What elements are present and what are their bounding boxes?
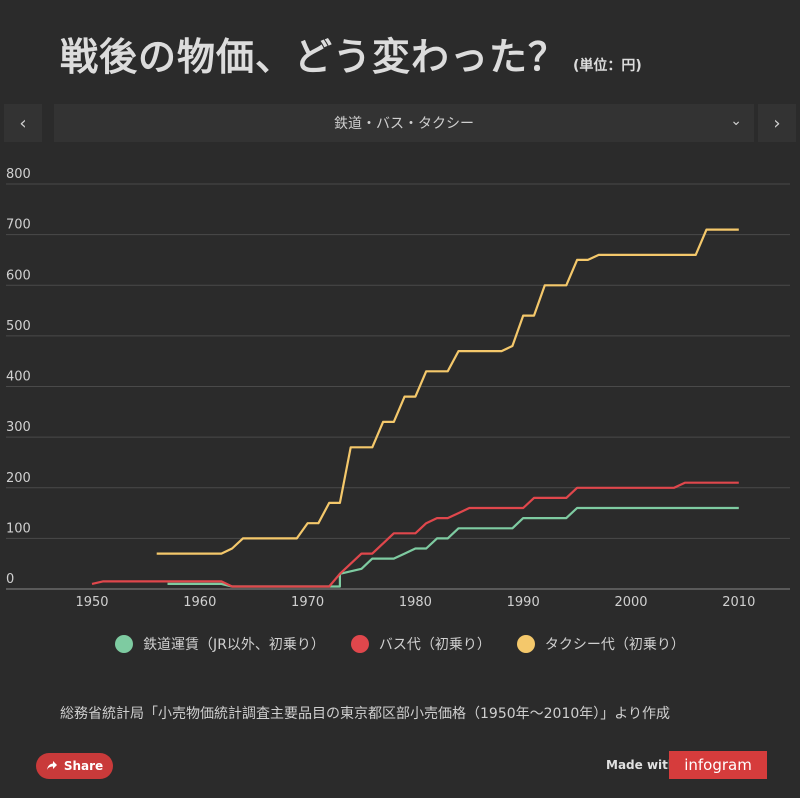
selected-category-label: 鉄道・バス・タクシー xyxy=(334,116,474,132)
y-tick-label: 300 xyxy=(6,420,31,435)
x-tick-label: 1970 xyxy=(291,595,324,610)
prev-chevron-icon[interactable]: ‹ xyxy=(4,104,42,142)
y-tick-label: 0 xyxy=(6,572,14,587)
next-chevron-icon[interactable]: › xyxy=(758,104,796,142)
chart-legend: 鉄道運賃（JR以外、初乗り） バス代（初乗り） タクシー代（初乗り） xyxy=(0,634,800,654)
series-line xyxy=(156,228,739,555)
legend-item[interactable]: 鉄道運賃（JR以外、初乗り） xyxy=(115,634,325,654)
y-tick-label: 500 xyxy=(6,319,31,334)
legend-label: バス代（初乗り） xyxy=(378,637,491,653)
x-tick-label: 2000 xyxy=(614,595,647,610)
y-tick-label: 700 xyxy=(6,218,31,233)
series-line xyxy=(91,481,739,588)
x-tick-label: 1960 xyxy=(183,595,216,610)
series-line xyxy=(167,506,739,588)
chevron-down-icon: ⌄ xyxy=(730,113,742,129)
source-note: 総務省統計局「小売物価統計調査主要品目の東京都区部小売価格（1950年〜2010… xyxy=(60,706,670,722)
legend-item[interactable]: タクシー代（初乗り） xyxy=(516,634,685,654)
y-tick-label: 200 xyxy=(6,471,31,486)
x-tick-label: 1980 xyxy=(399,595,432,610)
y-tick-label: 800 xyxy=(6,167,31,182)
line-chart: 0 100 200 300 400 500 600 700 800 1950 1960 1970 198… xyxy=(6,167,790,610)
legend-label: タクシー代（初乗り） xyxy=(544,637,685,653)
category-dropdown[interactable]: 鉄道・バス・タクシー ⌄ xyxy=(54,104,754,142)
legend-label: 鉄道運賃（JR以外、初乗り） xyxy=(143,637,325,653)
unit-label: (単位：円) xyxy=(573,58,642,74)
y-tick-label: 100 xyxy=(6,521,31,536)
share-button[interactable]: Share xyxy=(36,753,113,779)
x-tick-label: 1950 xyxy=(75,595,108,610)
x-tick-label: 1990 xyxy=(507,595,540,610)
share-icon xyxy=(46,761,57,770)
legend-swatch xyxy=(115,635,134,653)
legend-swatch xyxy=(516,635,535,653)
page-title: 戦後の物価、どう変わった？ (単位：円) xyxy=(60,35,642,79)
legend-item[interactable]: バス代（初乗り） xyxy=(350,634,491,654)
x-tick-label: 2010 xyxy=(722,595,755,610)
made-with-label: Made with xyxy=(606,758,677,772)
y-tick-label: 400 xyxy=(6,370,31,385)
infogram-logo[interactable]: infogram xyxy=(669,751,767,779)
y-tick-label: 600 xyxy=(6,268,31,283)
legend-swatch xyxy=(350,635,369,653)
